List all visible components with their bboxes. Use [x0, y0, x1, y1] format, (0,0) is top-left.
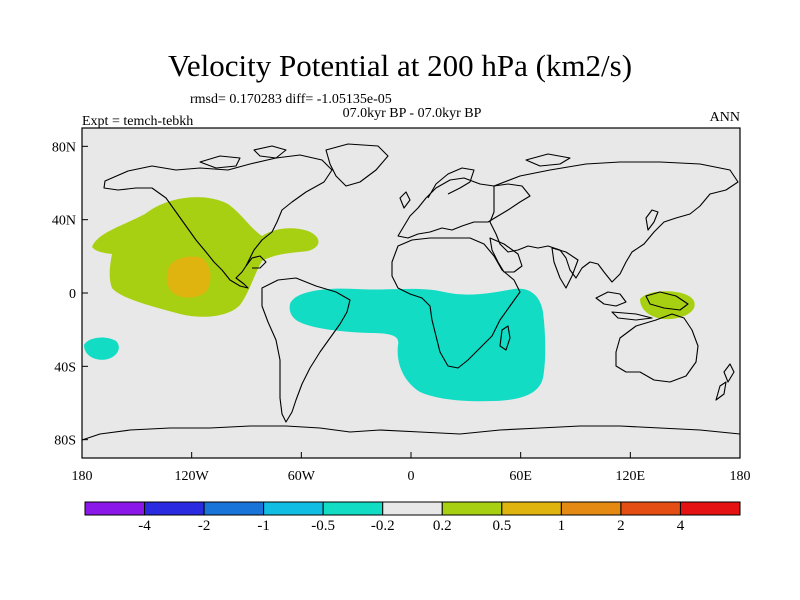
lon-tick-label: 180 — [72, 469, 93, 484]
colorbar-label: -2 — [197, 518, 211, 534]
lon-tick-label: 120E — [616, 469, 646, 484]
colorbar-label: 4 — [676, 518, 685, 534]
colorbar-swatch — [441, 501, 503, 516]
lon-tick-label: 60W — [288, 469, 316, 484]
lat-tick-label: 80S — [54, 434, 76, 449]
colorbar — [84, 501, 741, 516]
positive-region-core — [166, 256, 211, 298]
colorbar-swatch — [203, 501, 265, 516]
lat-tick-label: 80N — [52, 140, 76, 155]
colorbar-swatch — [322, 501, 384, 516]
colorbar-swatch — [263, 501, 324, 516]
colorbar-swatch — [84, 501, 146, 516]
colorbar-label: -1 — [257, 518, 270, 534]
experiment-label: Expt = temch-tebkh — [82, 114, 194, 129]
subtitle: 07.0kyr BP - 07.0kyr BP — [342, 106, 482, 121]
colorbar-swatch — [560, 501, 622, 516]
colorbar-label: 1 — [557, 518, 566, 534]
positive-region-maritime — [640, 291, 695, 320]
colorbar-swatch — [144, 501, 205, 516]
lat-tick-label: 40S — [54, 360, 76, 375]
lat-axis: 80N 40N 0 40S 80S — [52, 140, 88, 449]
plot-title: Velocity Potential at 200 hPa (km2/s) — [167, 48, 633, 83]
lon-tick-label: 60E — [509, 469, 532, 484]
lon-axis: 180 120W 60W 0 60E 120E 180 — [72, 452, 751, 484]
positive-region-pacific — [92, 197, 319, 317]
lon-tick-label: 0 — [408, 469, 415, 484]
colorbar-label: 0.5 — [492, 518, 512, 534]
negative-region-south-pacific — [84, 337, 119, 360]
colorbar-swatch — [620, 501, 681, 516]
negative-region-atlantic-africa — [289, 288, 546, 402]
lon-tick-label: 120W — [175, 469, 210, 484]
colorbar-label: -0.5 — [311, 518, 336, 534]
colorbar-swatch — [382, 501, 443, 516]
colorbar-swatch — [679, 501, 741, 516]
colorbar-label: 2 — [617, 518, 625, 534]
anomaly-fields — [84, 197, 695, 402]
stats-line: rmsd= 0.170283 diff= -1.05135e-05 — [190, 92, 392, 107]
lat-tick-label: 40N — [52, 214, 76, 229]
colorbar-label: 0.2 — [432, 518, 452, 534]
season-label: ANN — [709, 110, 740, 125]
colorbar-label: -0.2 — [370, 518, 395, 534]
colorbar-label: -4 — [138, 518, 151, 534]
lon-tick-label: 180 — [730, 469, 751, 484]
colorbar-swatch — [501, 501, 562, 516]
lat-tick-label: 0 — [69, 287, 76, 302]
coastlines — [81, 143, 741, 441]
